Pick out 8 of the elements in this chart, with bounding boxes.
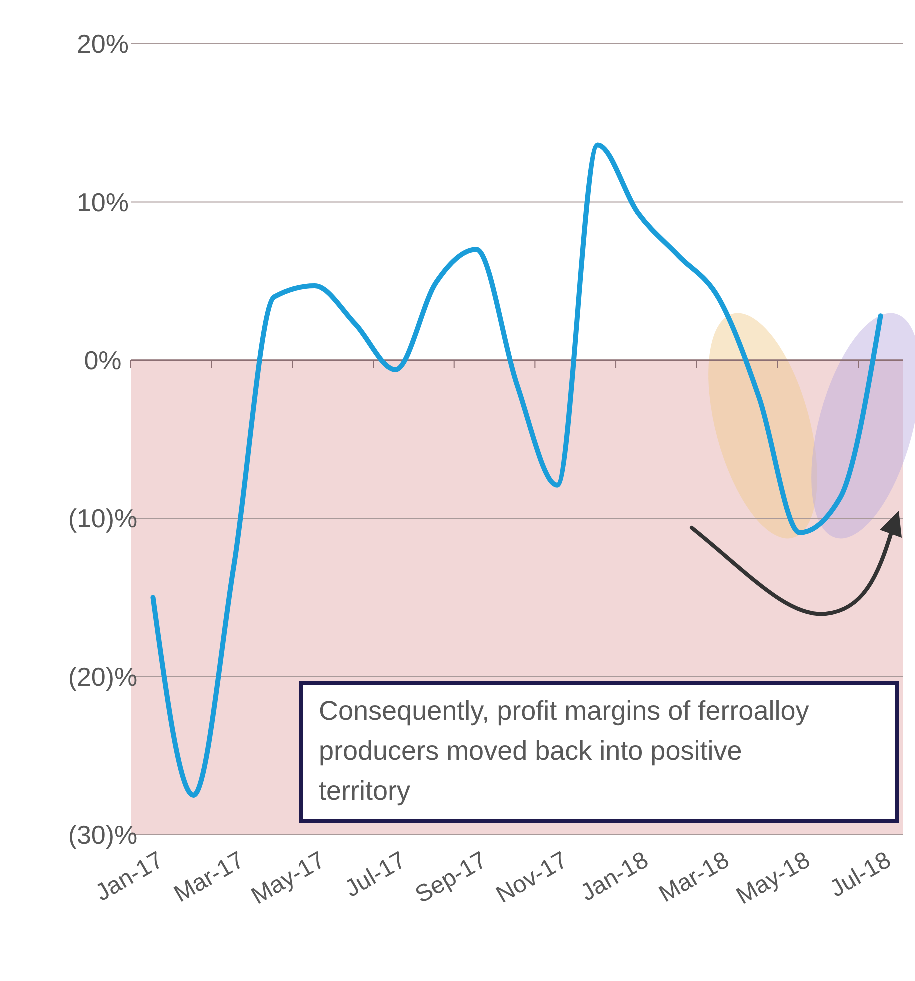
annotation: Consequently, profit margins of ferroalloy producers moved back into positive territory xyxy=(318,695,810,808)
y-tick-label: 10% xyxy=(76,187,130,218)
text-box: Consequently, profit margins of ferroalloy producers moved back into positive territory xyxy=(299,681,899,823)
y-tick-label: (20)% xyxy=(68,662,138,692)
y-tick-label: (30)% xyxy=(68,820,138,850)
y-tick-label: (10)% xyxy=(68,504,138,534)
y-tick-label: 0% xyxy=(84,346,122,376)
y-tick-label: 20% xyxy=(76,29,130,60)
